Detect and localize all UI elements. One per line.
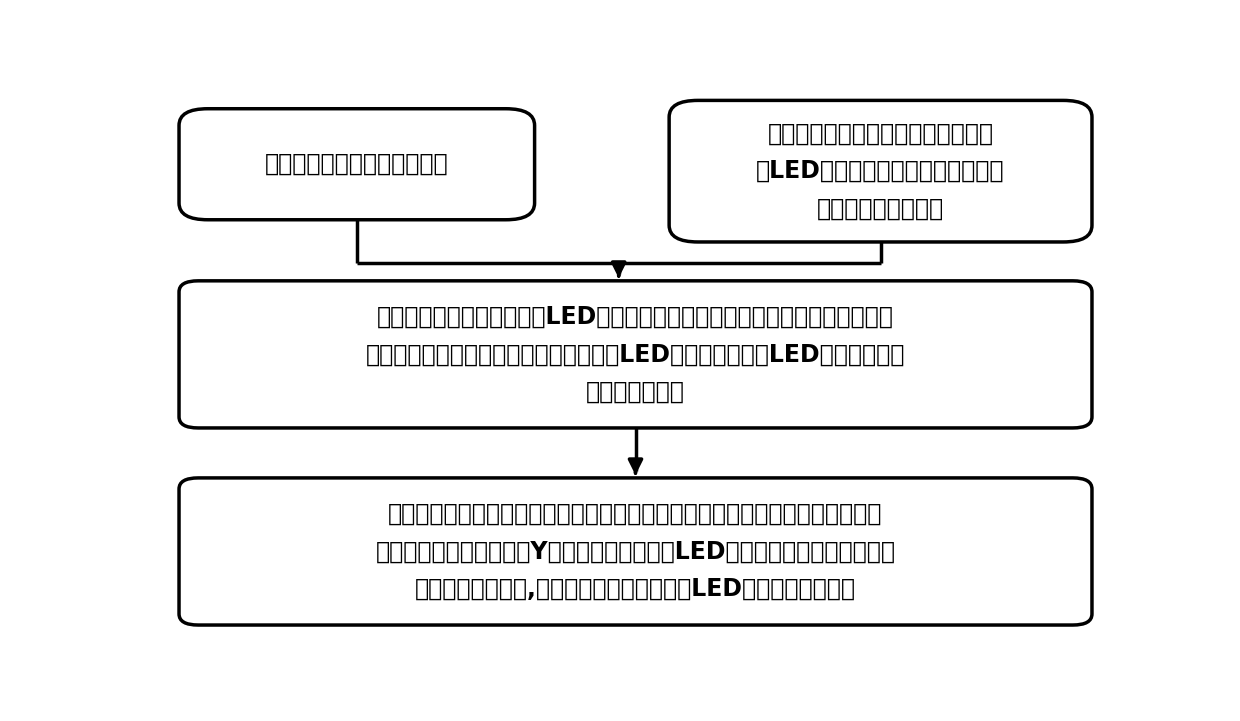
FancyBboxPatch shape	[179, 109, 534, 220]
Text: 用于获取目标色品数据的模块: 用于获取目标色品数据的模块	[265, 152, 449, 176]
FancyBboxPatch shape	[179, 478, 1092, 625]
Text: 用于获取光谱辐射计测量得到的各光
色LED光源在其最大控制信号值处的
绝对三刺激值的模块: 用于获取光谱辐射计测量得到的各光 色LED光源在其最大控制信号值处的 绝对三刺激…	[756, 122, 1004, 221]
FancyBboxPatch shape	[670, 100, 1092, 242]
Text: 用于根据归一化亮度匹配系数计算最大亮度匹配系数，根据最大亮度匹配系数和
获取的绝对三刺激值中的Y刺激值，获得超三色LED光源匹配目标色品时的可达
到的最大亮度数: 用于根据归一化亮度匹配系数计算最大亮度匹配系数，根据最大亮度匹配系数和 获取的绝…	[376, 502, 895, 601]
Text: 用于在目标色品下以超三色LED光源的最大发光亮度为目标函数建立线性规划模
型，对线性规划模型进行求解获得超三色LED光源中每种光色LED的归一化亮度
匹配系数的: 用于在目标色品下以超三色LED光源的最大发光亮度为目标函数建立线性规划模 型，对…	[366, 305, 905, 404]
FancyBboxPatch shape	[179, 280, 1092, 428]
